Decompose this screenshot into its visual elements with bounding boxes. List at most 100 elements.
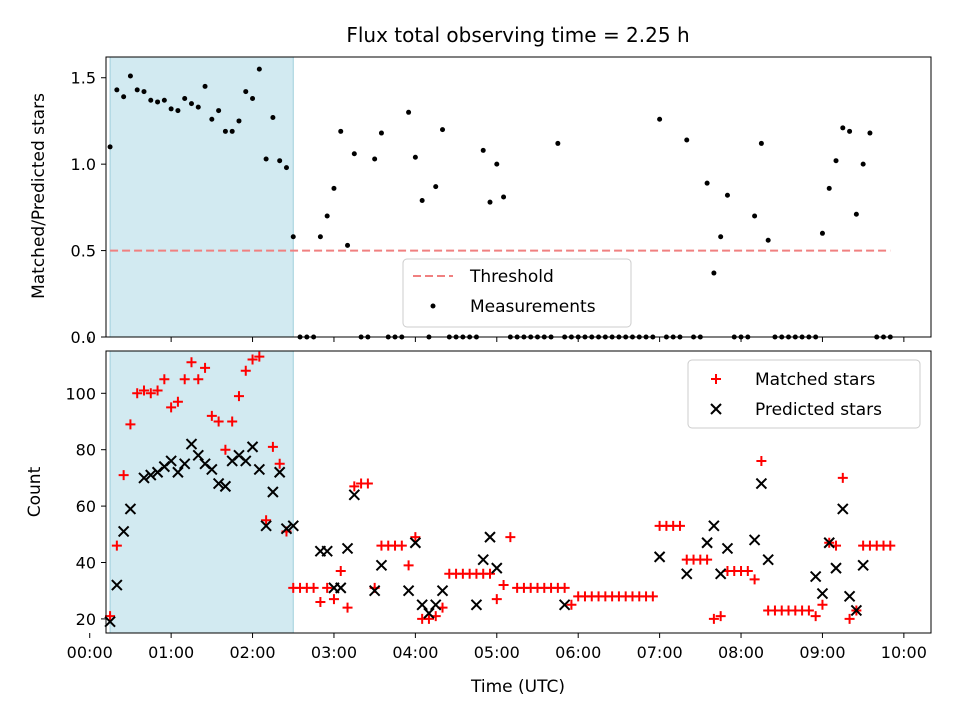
measurements-point <box>853 211 859 217</box>
predicted-stars-point <box>681 568 693 580</box>
measurements-point <box>819 230 825 236</box>
matched-stars-point <box>335 565 346 576</box>
measurements-point <box>127 73 133 79</box>
x-tick-label: 09:00 <box>799 643 845 662</box>
bottom-y-tick-label: 100 <box>65 384 96 403</box>
matched-stars-point <box>803 605 814 616</box>
x-tick-label: 07:00 <box>637 643 683 662</box>
matched-stars-point <box>125 419 136 430</box>
predicted-stars-point <box>823 537 835 549</box>
predicted-stars-point <box>273 466 286 478</box>
predicted-stars-point <box>287 520 299 532</box>
legend-matched-swatch <box>711 374 721 384</box>
predicted-stars-point <box>124 503 137 515</box>
matched-stars-point <box>715 611 726 622</box>
bottom-y-tick-label: 40 <box>76 554 96 573</box>
measurements-point <box>752 213 758 219</box>
predicted-stars-point <box>857 559 869 572</box>
measurements-point <box>256 66 262 72</box>
measurements-point <box>440 127 446 133</box>
matched-stars-point <box>254 351 265 362</box>
measurements-point <box>494 161 500 167</box>
measurements-point <box>324 213 330 219</box>
measurements-point <box>175 108 181 114</box>
predicted-stars-point <box>721 542 734 555</box>
x-tick-label: 04:00 <box>392 643 438 662</box>
predicted-stars-point <box>484 531 496 543</box>
matched-stars-point <box>647 591 658 602</box>
predicted-stars-point <box>246 441 259 453</box>
measurements-point <box>338 128 344 134</box>
top-y-tick-label: 0.0 <box>71 328 96 347</box>
x-tick-label: 01:00 <box>148 643 194 662</box>
measurements-point <box>148 97 154 103</box>
x-axis-label: Time (UTC) <box>470 677 565 697</box>
measurements-point <box>168 106 174 112</box>
top-panel-marks <box>107 66 893 340</box>
predicted-stars-point <box>104 616 116 628</box>
measurements-point <box>847 128 853 134</box>
x-tick-label: 06:00 <box>555 643 601 662</box>
legend-predicted-swatch <box>710 403 722 415</box>
matched-stars-point <box>844 613 855 624</box>
matched-stars-point <box>410 532 421 543</box>
predicted-stars-point <box>837 503 849 515</box>
matched-stars-point <box>817 599 828 610</box>
legend-predicted-label: Predicted stars <box>755 400 882 420</box>
top-y-tick-label: 1.0 <box>71 155 96 174</box>
predicted-stars-point <box>321 545 333 557</box>
x-tick-label: 10:00 <box>881 643 927 662</box>
predicted-stars-point <box>843 590 856 603</box>
matched-stars-point <box>179 374 190 385</box>
matched-stars-point <box>118 470 129 481</box>
measurements-point <box>487 199 493 205</box>
matched-stars-point <box>267 441 278 452</box>
measurements-point <box>317 234 323 240</box>
matched-stars-point <box>396 540 407 551</box>
predicted-stars-point <box>192 449 204 462</box>
predicted-stars-point <box>850 604 863 617</box>
matched-stars-point <box>362 478 373 489</box>
matched-stars-point <box>145 388 156 399</box>
measurements-point <box>345 242 351 248</box>
predicted-stars-point <box>816 587 829 600</box>
bottom-y-axis-label: Count <box>25 466 45 517</box>
matched-stars-point <box>233 391 244 402</box>
matched-stars-point <box>315 596 326 607</box>
highlight-span-top <box>109 56 294 338</box>
matched-stars-point <box>152 385 163 396</box>
x-tick-label: 03:00 <box>311 643 357 662</box>
measurements-point <box>202 83 208 89</box>
matched-stars-point <box>159 374 170 385</box>
matched-stars-point <box>111 540 122 551</box>
bottom-y-tick-label: 20 <box>76 610 96 629</box>
predicted-stars-point <box>185 438 198 450</box>
measurements-point <box>765 237 771 243</box>
predicted-stars-point <box>714 568 727 580</box>
matched-stars-point <box>132 388 143 399</box>
measurements-point <box>833 158 839 164</box>
predicted-stars-point <box>368 584 381 597</box>
predicted-stars-point <box>348 489 361 501</box>
predicted-stars-point <box>830 562 842 574</box>
matched-stars-point <box>491 594 502 605</box>
matched-stars-point <box>166 402 177 413</box>
predicted-stars-point <box>436 584 449 597</box>
chart-title: Flux total observing time = 2.25 h <box>346 23 689 47</box>
matched-stars-point <box>810 611 821 622</box>
measurements-point <box>351 151 357 157</box>
predicted-stars-point <box>762 553 774 566</box>
top-panel: 0.0 0.5 1.0 1.5 Matched/Predicted stars Thr… <box>29 56 932 347</box>
matched-stars-point <box>206 410 217 421</box>
matched-stars-point <box>213 416 224 427</box>
measurements-point <box>250 95 256 101</box>
measurements-point <box>555 140 561 146</box>
matched-stars-point <box>172 396 183 407</box>
matched-stars-point <box>485 568 496 579</box>
matched-stars-point <box>247 354 258 365</box>
matched-stars-point <box>261 515 272 526</box>
predicted-stars-point <box>138 472 150 484</box>
measurements-point <box>134 87 140 93</box>
predicted-stars-point <box>470 599 483 611</box>
